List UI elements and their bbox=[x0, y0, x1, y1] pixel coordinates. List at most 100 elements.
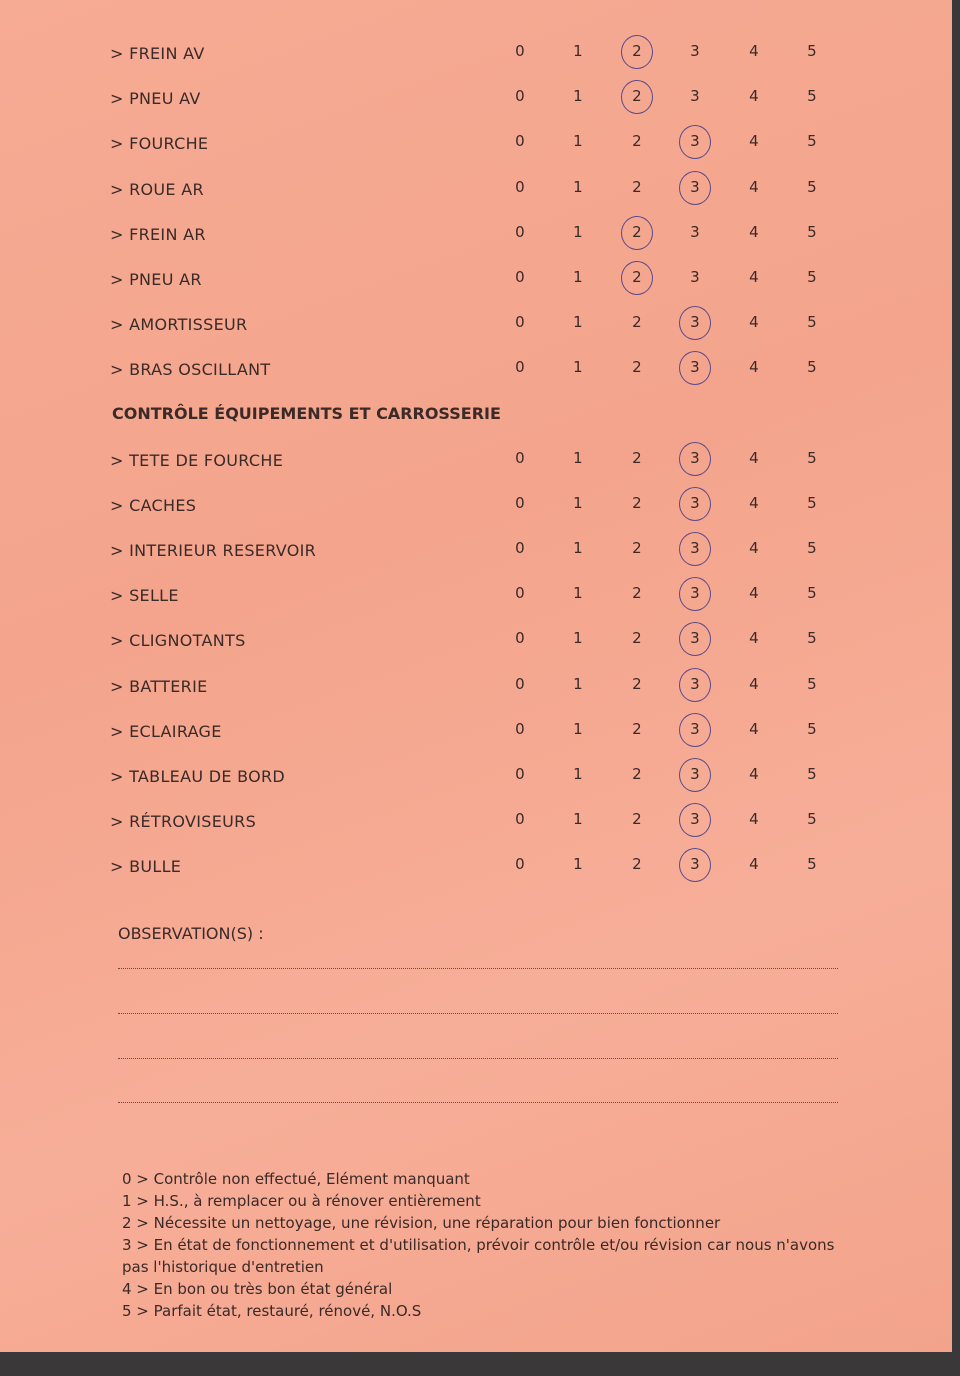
rating-option[interactable]: 5 bbox=[807, 539, 817, 558]
rating-option[interactable]: 1 bbox=[573, 765, 583, 783]
rating-option[interactable]: 0 bbox=[515, 358, 525, 377]
rating-option[interactable]: 0 bbox=[515, 87, 525, 106]
rating-option-selected[interactable]: 2 bbox=[621, 35, 653, 69]
rating-option-selected[interactable]: 3 bbox=[679, 622, 711, 657]
rating-option[interactable]: 4 bbox=[749, 855, 759, 874]
rating-option[interactable]: 2 bbox=[632, 358, 642, 377]
rating-option[interactable]: 1 bbox=[573, 629, 583, 648]
rating-option[interactable]: 1 bbox=[573, 539, 583, 558]
rating-option[interactable]: 1 bbox=[573, 493, 583, 512]
rating-option[interactable]: 5 bbox=[807, 493, 817, 512]
rating-option[interactable]: 5 bbox=[807, 42, 817, 60]
rating-option[interactable]: 1 bbox=[573, 719, 583, 738]
rating-option[interactable]: 0 bbox=[515, 719, 525, 738]
rating-option[interactable]: 0 bbox=[515, 132, 525, 151]
rating-option-selected[interactable]: 3 bbox=[679, 486, 711, 521]
rating-option[interactable]: 5 bbox=[807, 629, 817, 648]
rating-option[interactable]: 2 bbox=[632, 132, 642, 151]
rating-option[interactable]: 2 bbox=[632, 810, 642, 829]
rating-option[interactable]: 4 bbox=[749, 177, 759, 196]
rating-option[interactable]: 4 bbox=[749, 810, 759, 829]
rating-option[interactable]: 5 bbox=[807, 87, 817, 106]
rating-option-selected[interactable]: 2 bbox=[621, 215, 653, 250]
rating-option[interactable]: 3 bbox=[690, 87, 700, 106]
rating-option[interactable]: 1 bbox=[573, 584, 583, 603]
rating-option[interactable]: 0 bbox=[515, 539, 525, 558]
rating-option[interactable]: 4 bbox=[749, 267, 759, 286]
rating-option-selected[interactable]: 3 bbox=[679, 306, 711, 341]
rating-option[interactable]: 1 bbox=[573, 448, 583, 467]
rating-option[interactable]: 4 bbox=[749, 629, 759, 648]
rating-option[interactable]: 0 bbox=[515, 765, 525, 783]
rating-option[interactable]: 5 bbox=[807, 810, 817, 829]
rating-option[interactable]: 1 bbox=[573, 177, 583, 196]
rating-option-selected[interactable]: 2 bbox=[621, 80, 653, 115]
rating-option-selected[interactable]: 3 bbox=[679, 125, 711, 160]
rating-option[interactable]: 2 bbox=[632, 493, 642, 512]
rating-option[interactable]: 5 bbox=[807, 855, 817, 874]
rating-option[interactable]: 1 bbox=[573, 267, 583, 286]
rating-option[interactable]: 2 bbox=[632, 674, 642, 693]
rating-option[interactable]: 2 bbox=[632, 629, 642, 648]
rating-option[interactable]: 0 bbox=[515, 629, 525, 648]
rating-option[interactable]: 2 bbox=[632, 539, 642, 558]
rating-option[interactable]: 0 bbox=[515, 177, 525, 196]
rating-option[interactable]: 5 bbox=[807, 584, 817, 603]
rating-option-selected[interactable]: 3 bbox=[679, 170, 711, 205]
rating-option[interactable]: 4 bbox=[749, 539, 759, 558]
rating-option[interactable]: 1 bbox=[573, 855, 583, 874]
rating-option[interactable]: 5 bbox=[807, 674, 817, 693]
rating-option[interactable]: 4 bbox=[749, 765, 759, 783]
rating-option[interactable]: 4 bbox=[749, 87, 759, 106]
rating-option[interactable]: 3 bbox=[690, 267, 700, 286]
rating-option[interactable]: 3 bbox=[690, 222, 700, 241]
rating-option[interactable]: 1 bbox=[573, 810, 583, 829]
rating-option[interactable]: 5 bbox=[807, 177, 817, 196]
rating-option[interactable]: 0 bbox=[515, 493, 525, 512]
rating-option[interactable]: 0 bbox=[515, 267, 525, 286]
rating-option[interactable]: 4 bbox=[749, 584, 759, 603]
rating-option[interactable]: 5 bbox=[807, 222, 817, 241]
rating-option[interactable]: 0 bbox=[515, 674, 525, 693]
rating-option[interactable]: 0 bbox=[515, 448, 525, 467]
rating-option-selected[interactable]: 3 bbox=[679, 351, 711, 386]
rating-option[interactable]: 1 bbox=[573, 313, 583, 332]
rating-option[interactable]: 5 bbox=[807, 358, 817, 377]
rating-option[interactable]: 4 bbox=[749, 448, 759, 467]
rating-option[interactable]: 1 bbox=[573, 358, 583, 377]
rating-option[interactable]: 4 bbox=[749, 42, 759, 60]
rating-option-selected[interactable]: 3 bbox=[679, 577, 711, 612]
rating-option-selected[interactable]: 3 bbox=[679, 712, 711, 747]
rating-option[interactable]: 2 bbox=[632, 584, 642, 603]
rating-option[interactable]: 2 bbox=[632, 313, 642, 332]
rating-option-selected[interactable]: 3 bbox=[679, 667, 711, 702]
rating-option-selected[interactable]: 3 bbox=[679, 848, 711, 883]
rating-option[interactable]: 5 bbox=[807, 132, 817, 151]
rating-option-selected[interactable]: 3 bbox=[679, 803, 711, 838]
rating-option[interactable]: 0 bbox=[515, 313, 525, 332]
rating-option[interactable]: 2 bbox=[632, 448, 642, 467]
rating-option[interactable]: 0 bbox=[515, 810, 525, 829]
rating-option[interactable]: 3 bbox=[690, 42, 700, 60]
rating-option[interactable]: 1 bbox=[573, 222, 583, 241]
rating-option[interactable]: 4 bbox=[749, 674, 759, 693]
rating-option[interactable]: 4 bbox=[749, 358, 759, 377]
rating-option[interactable]: 4 bbox=[749, 132, 759, 151]
rating-option[interactable]: 2 bbox=[632, 855, 642, 874]
rating-option-selected[interactable]: 3 bbox=[679, 758, 711, 792]
rating-option[interactable]: 0 bbox=[515, 222, 525, 241]
rating-option[interactable]: 5 bbox=[807, 313, 817, 332]
rating-option[interactable]: 4 bbox=[749, 313, 759, 332]
rating-option-selected[interactable]: 2 bbox=[621, 260, 653, 295]
rating-option[interactable]: 1 bbox=[573, 87, 583, 106]
rating-option-selected[interactable]: 3 bbox=[679, 532, 711, 567]
rating-option[interactable]: 0 bbox=[515, 584, 525, 603]
rating-option[interactable]: 0 bbox=[515, 42, 525, 60]
rating-option[interactable]: 5 bbox=[807, 765, 817, 783]
rating-option[interactable]: 5 bbox=[807, 448, 817, 467]
rating-option[interactable]: 4 bbox=[749, 493, 759, 512]
rating-option[interactable]: 5 bbox=[807, 267, 817, 286]
rating-option[interactable]: 1 bbox=[573, 132, 583, 151]
rating-option[interactable]: 2 bbox=[632, 177, 642, 196]
rating-option[interactable]: 4 bbox=[749, 719, 759, 738]
